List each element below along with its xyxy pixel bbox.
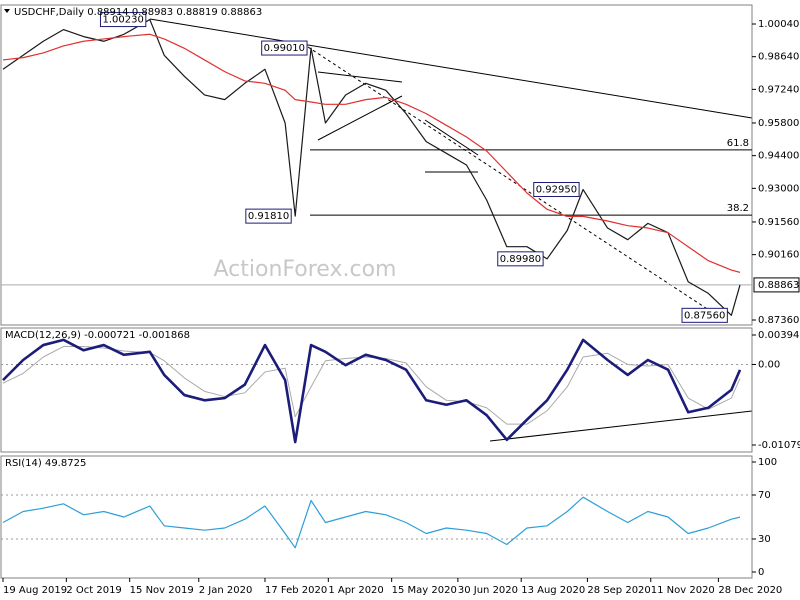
x-tick-label: 2 Jan 2020 (199, 585, 253, 596)
annotation-box (681, 307, 728, 323)
series-line (2, 33, 741, 273)
y-tick-label: 0.91560 (758, 217, 799, 228)
x-tick-label: 15 Nov 2019 (130, 585, 194, 596)
series-line (2, 18, 741, 316)
pane-frame (0, 4, 753, 326)
x-tick-label: 30 Jun 2020 (458, 585, 518, 596)
annotation-label: 0.91810 (248, 211, 289, 222)
title-marker (4, 9, 10, 13)
y-tick-label: -0.010793 (758, 440, 800, 451)
y-tick-label: 0.93000 (758, 183, 799, 194)
fib-label: 61.8 (727, 138, 749, 149)
series-line (2, 338, 742, 444)
y-tick-label: 0.90160 (758, 250, 799, 261)
pane-title: RSI(14) 49.8725 (5, 458, 86, 469)
y-tick-label: 100 (758, 457, 777, 468)
annotation-label: 0.99010 (264, 43, 305, 54)
triangle-line (317, 95, 403, 141)
pane-title: USDCHF,Daily 0.88914 0.88983 0.88819 0.8… (14, 7, 262, 18)
last-price-label: 0.88863 (758, 280, 799, 291)
annotation-label: 1.00230 (102, 15, 143, 26)
x-tick-label: 1 Apr 2020 (328, 585, 383, 596)
annotation-label: 0.92950 (536, 185, 577, 196)
trend-lines (149, 18, 753, 442)
y-tick-label: 0.87360 (758, 315, 799, 326)
y-tick-label: 70 (758, 490, 771, 501)
y-tick-label: 0 (758, 567, 764, 578)
y-tick-label: 30 (758, 534, 771, 545)
fib-label: 38.2 (727, 203, 749, 214)
x-tick-label: 15 May 2020 (392, 585, 457, 596)
y-tick-label: 0.94400 (758, 151, 799, 162)
pane-title: MACD(12,26,9) -0.000721 -0.001868 (5, 330, 190, 341)
triangle-line (317, 71, 403, 83)
pane-frame (0, 455, 753, 579)
macd-trend-line (489, 410, 753, 442)
y-tick-label: 0.95800 (758, 118, 799, 129)
annotation-box (533, 182, 580, 198)
annotation-box (245, 208, 292, 224)
annotation-box (497, 251, 544, 267)
watermark: ActionForex.com (214, 257, 397, 282)
last-price-box (753, 277, 800, 293)
trend-line (149, 18, 753, 119)
annotation-label: 0.87560 (684, 310, 725, 321)
y-tick-label: 1.00040 (758, 19, 799, 30)
annotation-box (99, 12, 147, 28)
x-tick-label: 28 Dec 2020 (718, 585, 782, 596)
x-tick-label: 13 Aug 2020 (521, 585, 585, 596)
channel-line (424, 119, 479, 156)
x-tick-label: 2 Oct 2019 (66, 585, 121, 596)
x-tick-label: 11 Nov 2020 (651, 585, 715, 596)
annotation-label: 0.89980 (500, 254, 541, 265)
y-tick-label: 0.003949 (758, 330, 800, 341)
y-tick-label: 0.97240 (758, 84, 799, 95)
x-tick-label: 19 Aug 2019 (3, 585, 67, 596)
x-tick-label: 17 Feb 2020 (265, 585, 327, 596)
y-tick-label: 0.98640 (758, 52, 799, 63)
x-tick-label: 28 Sep 2020 (587, 585, 650, 596)
pane-frame (0, 327, 753, 453)
y-tick-label: 0.00 (758, 359, 780, 370)
series-line (2, 346, 741, 425)
series-line (2, 496, 741, 549)
dashed-trend-line (307, 46, 719, 317)
annotation-box (261, 40, 308, 56)
